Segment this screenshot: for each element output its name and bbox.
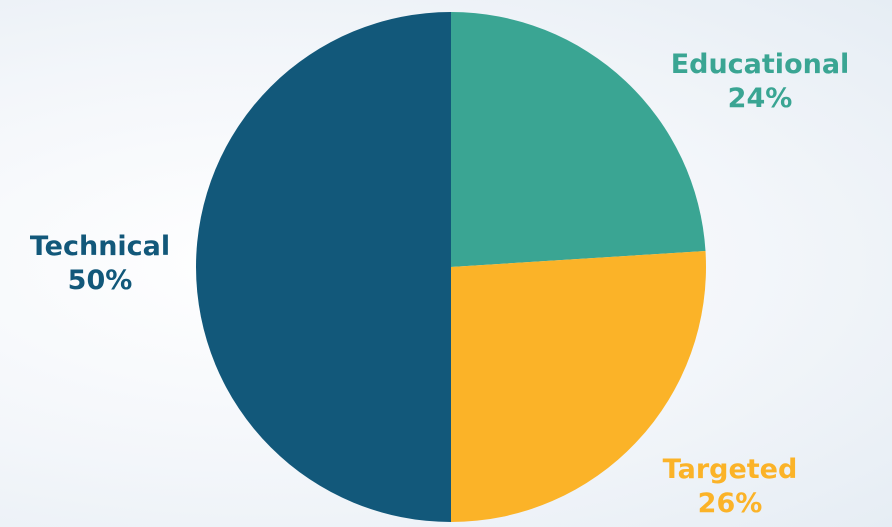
slice-label-technical: Technical 50% (5, 230, 195, 298)
slice-name-educational: Educational (670, 49, 850, 80)
pie-slice-targeted (451, 250, 707, 523)
slice-name-targeted: Targeted (662, 454, 798, 485)
slice-label-educational: Educational 24% (640, 48, 880, 116)
pie-slice-technical (196, 12, 451, 522)
slice-name-technical: Technical (29, 231, 171, 262)
pie-slice-educational (451, 12, 706, 267)
slice-percent-educational: 24% (727, 83, 793, 114)
slice-percent-technical: 50% (67, 265, 133, 296)
slice-percent-targeted: 26% (697, 488, 763, 519)
slice-label-targeted: Targeted 26% (620, 453, 840, 521)
